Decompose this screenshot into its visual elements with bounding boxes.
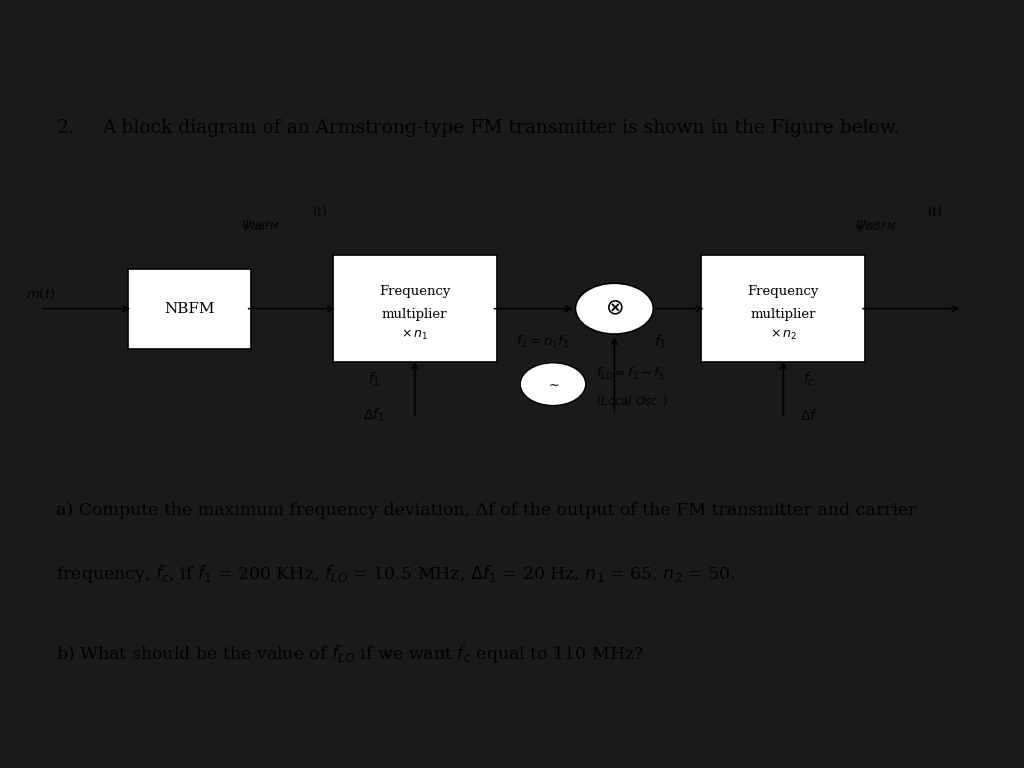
Text: $\otimes$: $\otimes$ [605, 298, 624, 319]
Text: $(t)$: $(t)$ [927, 204, 942, 220]
Text: a) Compute the maximum frequency deviation, Δf of the output of the FM transmitt: a) Compute the maximum frequency deviati… [56, 502, 916, 519]
Text: $f_3$: $f_3$ [654, 333, 667, 351]
Circle shape [575, 283, 653, 334]
Text: $\Delta f$: $\Delta f$ [800, 408, 818, 423]
Text: $f_{LO} \approx f_2 - f_3$: $f_{LO} \approx f_2 - f_3$ [596, 366, 665, 382]
Text: $(t)$: $(t)$ [312, 204, 328, 220]
Text: $\Delta f_1$: $\Delta f_1$ [362, 407, 385, 424]
Text: Frequency: Frequency [379, 286, 451, 299]
Text: NBFM: NBFM [164, 302, 215, 316]
Text: $\times\,n_1$: $\times\,n_1$ [401, 329, 428, 343]
Text: $m(t)$: $m(t)$ [26, 286, 55, 302]
FancyBboxPatch shape [701, 255, 865, 362]
Text: $(Local\ Osc.)$: $(Local\ Osc.)$ [596, 393, 669, 409]
Text: $\psi_{WBFM}$: $\psi_{WBFM}$ [855, 217, 896, 233]
Text: Frequency: Frequency [748, 286, 819, 299]
Text: $f_c$: $f_c$ [803, 370, 815, 388]
Text: $\times\,n_2$: $\times\,n_2$ [770, 329, 797, 343]
Text: $f_2 = n_1 f_1$: $f_2 = n_1 f_1$ [516, 334, 569, 350]
Text: $\psi_{NBFM}$: $\psi_{NBFM}$ [241, 217, 280, 233]
Text: multiplier: multiplier [382, 307, 447, 320]
FancyBboxPatch shape [333, 255, 497, 362]
Text: frequency, $f_c$, if $f_1$ = 200 KHz, $f_{LO}$ = 10.5 MHz, $\Delta f_1$ = 20 Hz,: frequency, $f_c$, if $f_1$ = 200 KHz, $f… [56, 562, 736, 584]
Text: A block diagram of an Armstrong-type FM transmitter is shown in the Figure below: A block diagram of an Armstrong-type FM … [102, 119, 900, 137]
Circle shape [520, 362, 586, 406]
Text: $\sim$: $\sim$ [546, 378, 560, 391]
Text: 2.: 2. [56, 119, 74, 137]
Text: b) What should be the value of $f_{LO}$ if we want $f_c$ equal to 110 MHz?: b) What should be the value of $f_{LO}$ … [56, 643, 644, 665]
FancyBboxPatch shape [128, 269, 251, 349]
Text: $f_1$: $f_1$ [368, 370, 380, 388]
Text: multiplier: multiplier [751, 307, 816, 320]
